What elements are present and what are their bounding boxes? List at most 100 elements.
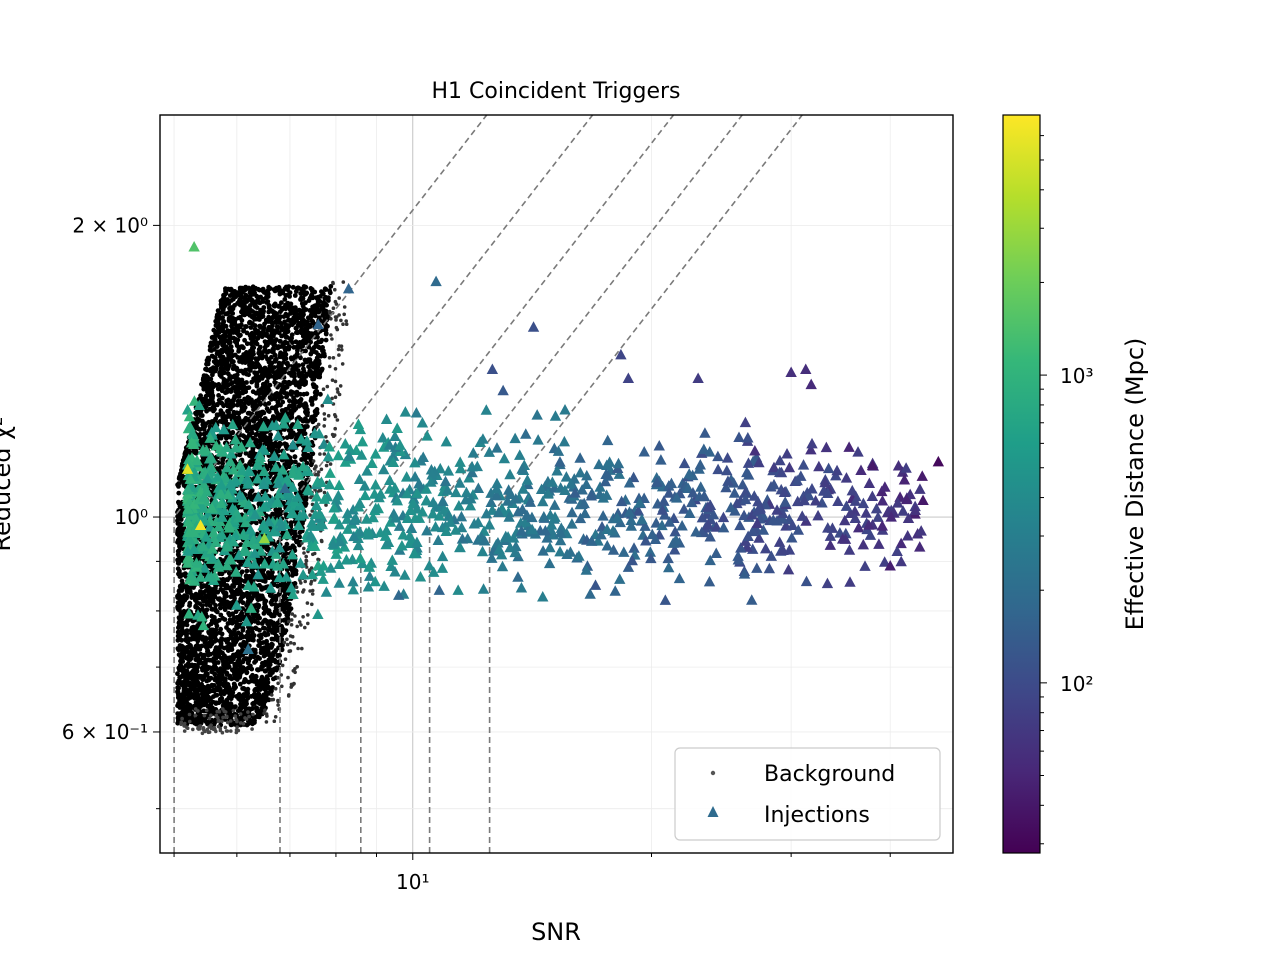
background-point (176, 501, 182, 506)
background-point (319, 307, 325, 312)
background-point (243, 574, 249, 579)
background-point (288, 460, 293, 466)
background-point (254, 714, 259, 719)
background-point (254, 442, 260, 448)
background-point (218, 408, 224, 414)
background-point (268, 600, 274, 605)
background-point (281, 594, 287, 599)
background-point (216, 700, 222, 706)
background-point (259, 586, 265, 592)
background-point (228, 298, 234, 303)
background-point (303, 329, 308, 335)
background-point (259, 390, 265, 395)
background-point (205, 379, 210, 385)
background-point (201, 655, 207, 660)
background-point (241, 401, 247, 406)
background-point (290, 390, 296, 395)
background-point (179, 585, 185, 591)
background-point (272, 310, 278, 316)
background-point (301, 333, 306, 339)
background-point (289, 332, 295, 338)
background-point (323, 294, 328, 300)
background-point (228, 659, 234, 664)
background-point (278, 402, 283, 408)
background-point (235, 420, 241, 426)
background-point (277, 291, 283, 297)
background-point (222, 617, 228, 622)
background-point (291, 405, 296, 411)
background-point (289, 356, 294, 362)
background-point (280, 643, 285, 648)
background-point (294, 330, 299, 335)
background-point (220, 682, 226, 687)
background-point (175, 538, 181, 543)
background-point (236, 696, 242, 702)
background-point (258, 368, 263, 374)
background-point (240, 659, 246, 665)
background-point (259, 376, 265, 381)
background-point (184, 622, 190, 628)
background-point (175, 685, 181, 691)
background-point (276, 304, 282, 309)
background-point (323, 327, 329, 333)
background-point (198, 413, 204, 418)
background-point (205, 694, 211, 700)
background-point (284, 394, 289, 400)
background-point (250, 701, 256, 707)
background-point (240, 433, 246, 439)
background-point (190, 618, 196, 624)
background-point (236, 348, 242, 354)
background-point (247, 319, 253, 325)
background-point (265, 288, 271, 293)
background-point (306, 364, 311, 370)
background-point (303, 300, 308, 305)
background-point (289, 412, 294, 418)
background-point (273, 597, 279, 603)
background-point (287, 398, 292, 404)
background-point (282, 331, 288, 336)
background-point (238, 642, 243, 648)
background-point (253, 303, 258, 309)
background-point (244, 568, 250, 574)
background-point (225, 648, 231, 653)
background-point (240, 613, 246, 619)
background-point (256, 596, 262, 602)
background-point (237, 584, 243, 590)
background-point (219, 303, 224, 309)
background-point (273, 356, 279, 362)
background-point (188, 645, 194, 651)
background-point (301, 377, 307, 383)
background-point (209, 397, 215, 403)
background-point (270, 333, 276, 339)
background-point (266, 302, 272, 308)
background-point (218, 689, 224, 695)
background-point (194, 646, 199, 652)
background-point (208, 564, 214, 570)
background-point (257, 402, 263, 407)
background-point (179, 627, 185, 633)
background-point (192, 597, 198, 603)
background-point (231, 577, 237, 583)
background-point (176, 588, 182, 594)
background-point (201, 375, 207, 381)
background-point (229, 307, 235, 313)
background-point (254, 626, 259, 632)
background-point (255, 667, 261, 673)
background-point (200, 419, 205, 424)
background-point (175, 637, 181, 643)
background-point (289, 567, 295, 573)
background-point (210, 393, 216, 399)
background-point (213, 652, 218, 658)
background-point (248, 325, 254, 330)
background-point (254, 371, 259, 376)
background-point (318, 294, 323, 299)
background-point (244, 656, 250, 661)
background-point (256, 314, 262, 319)
background-point (254, 310, 259, 316)
background-point (311, 370, 316, 376)
background-point (186, 696, 192, 701)
background-point (302, 431, 308, 436)
background-point (264, 369, 269, 375)
background-point (186, 692, 191, 698)
background-point (272, 303, 278, 309)
